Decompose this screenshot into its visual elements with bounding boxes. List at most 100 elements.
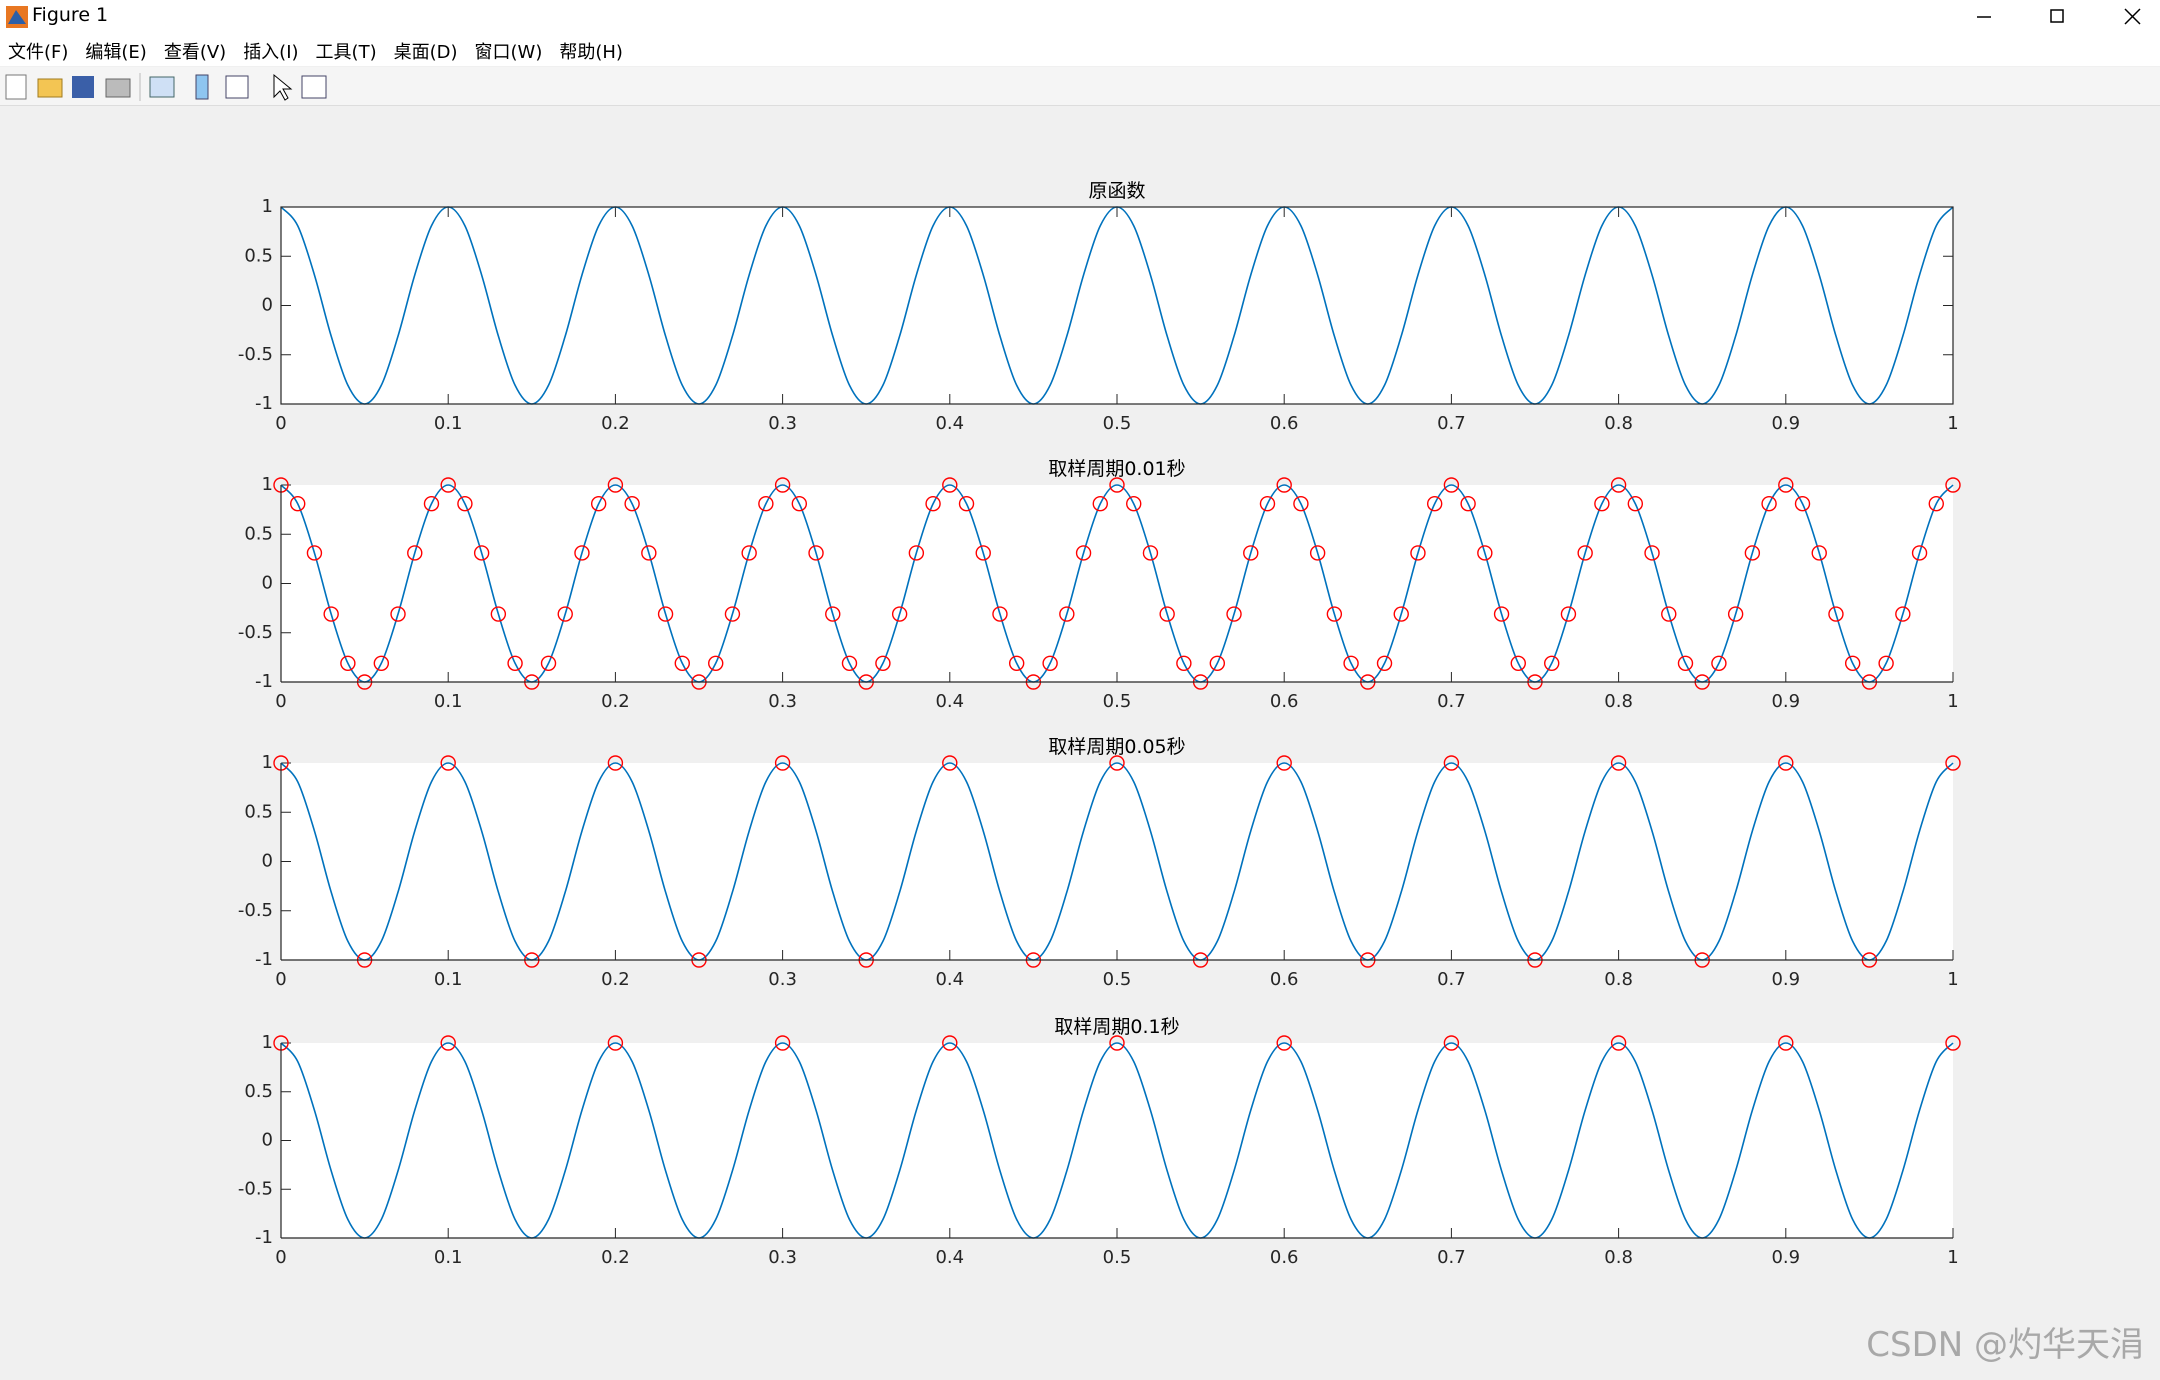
property-icon[interactable]: [301, 75, 327, 99]
sample-marker: [1778, 1035, 1794, 1051]
sample-marker: [1544, 655, 1560, 671]
x-tick-label: 1: [1947, 969, 1958, 990]
toolbar: [0, 67, 2160, 106]
sample-marker: [540, 655, 557, 671]
sample-marker: [1895, 606, 1911, 622]
y-tick-label: -0.5: [238, 344, 273, 365]
title-bar: Figure 1: [0, 0, 2160, 33]
y-tick-label: 1: [262, 1032, 273, 1053]
sample-marker: [1594, 496, 1610, 512]
x-tick-label: 1: [1947, 1247, 1958, 1268]
sample-marker: [1945, 477, 1961, 493]
y-tick-label: -0.5: [238, 900, 273, 921]
sample-marker: [641, 545, 657, 561]
sample-marker: [975, 545, 991, 561]
toolbar-icons[interactable]: [0, 67, 340, 105]
chart-title: 取样周期0.01秒: [1048, 458, 1185, 480]
new-icon[interactable]: [5, 74, 27, 100]
sample-marker: [373, 655, 390, 671]
colorbar-icon[interactable]: [195, 74, 209, 100]
x-tick-label: 0.5: [1103, 1247, 1132, 1268]
sample-marker: [774, 1035, 791, 1051]
y-tick-label: 1: [262, 752, 273, 773]
menu-item[interactable]: 帮助(H): [559, 42, 623, 63]
pointer-icon[interactable]: [273, 73, 293, 101]
y-tick-label: 0.5: [244, 245, 273, 266]
x-tick-label: 0.6: [1270, 413, 1299, 434]
y-tick-label: -0.5: [238, 1178, 273, 1199]
data-line: [280, 1042, 1954, 1239]
sample-marker: [457, 496, 473, 512]
sample-marker: [1109, 755, 1125, 771]
x-tick-label: 0.1: [434, 691, 463, 712]
sample-marker: [1878, 655, 1894, 671]
chart-title: 取样周期0.05秒: [1048, 736, 1185, 758]
menu-item[interactable]: 桌面(D): [393, 42, 458, 63]
x-tick-label: 0.2: [601, 969, 630, 990]
legend-icon[interactable]: [225, 75, 249, 99]
sample-marker: [724, 606, 741, 622]
y-tick-label: 0.5: [244, 523, 273, 544]
sample-marker: [306, 545, 323, 561]
chart-title: 取样周期0.1秒: [1054, 1016, 1179, 1038]
window-controls[interactable]: [1940, 0, 2160, 33]
x-tick-label: 0.4: [935, 691, 964, 712]
y-tick-label: 0: [262, 851, 273, 872]
menu-item[interactable]: 编辑(E): [85, 42, 147, 63]
restore[interactable]: [2050, 9, 2064, 23]
link-icon[interactable]: [149, 76, 175, 98]
axes-background: [281, 485, 1953, 682]
sample-marker: [942, 477, 958, 493]
y-tick-label: 0: [262, 1130, 273, 1151]
x-tick-label: 0.3: [768, 969, 797, 990]
sample-marker: [875, 655, 891, 671]
x-tick-label: 0.9: [1771, 1247, 1800, 1268]
sample-marker: [891, 606, 908, 622]
sample-marker: [407, 545, 423, 561]
menu-item[interactable]: 窗口(W): [474, 42, 543, 63]
sample-marker: [1376, 655, 1393, 671]
sample-marker: [1159, 606, 1175, 622]
sample-marker: [741, 545, 757, 561]
sample-marker: [774, 755, 791, 771]
sample-marker: [440, 1035, 456, 1051]
sample-marker: [490, 606, 507, 622]
open-icon[interactable]: [37, 78, 63, 98]
x-tick-label: 0.8: [1604, 969, 1633, 990]
sample-marker: [657, 606, 674, 622]
x-tick-label: 0.2: [601, 413, 630, 434]
chart-title: 原函数: [1088, 180, 1145, 202]
sample-marker: [1711, 655, 1727, 671]
x-tick-label: 0.8: [1604, 1247, 1633, 1268]
y-tick-label: -1: [255, 393, 273, 414]
sample-marker: [390, 606, 406, 622]
y-tick-label: -1: [255, 1227, 273, 1248]
sample-marker: [607, 477, 624, 493]
sample-marker: [440, 755, 456, 771]
sample-marker: [607, 755, 624, 771]
sample-marker: [1794, 496, 1811, 512]
y-tick-label: 1: [262, 474, 273, 495]
x-tick-label: 0.9: [1771, 413, 1800, 434]
save-icon[interactable]: [72, 76, 94, 98]
menu-item[interactable]: 插入(I): [243, 42, 299, 63]
sample-marker: [1109, 477, 1125, 493]
x-tick-label: 0.7: [1437, 1247, 1466, 1268]
y-tick-label: 0.5: [244, 801, 273, 822]
watermark: CSDN @灼华天涓: [1866, 1325, 2144, 1365]
sample-marker: [1460, 496, 1476, 512]
menu-item[interactable]: 查看(V): [163, 42, 227, 63]
sample-marker: [1243, 545, 1259, 561]
close[interactable]: [2124, 8, 2141, 25]
sample-marker: [1059, 606, 1075, 622]
print-icon[interactable]: [105, 78, 131, 98]
sample-marker: [1042, 655, 1058, 671]
sample-marker: [1945, 1035, 1961, 1051]
menu-item[interactable]: 文件(F): [8, 42, 69, 63]
menu-item[interactable]: 工具(T): [315, 42, 377, 63]
x-tick-label: 0.4: [935, 1247, 964, 1268]
sample-marker: [1443, 1035, 1460, 1051]
sample-marker: [841, 655, 858, 671]
y-tick-label: 0: [262, 573, 273, 594]
